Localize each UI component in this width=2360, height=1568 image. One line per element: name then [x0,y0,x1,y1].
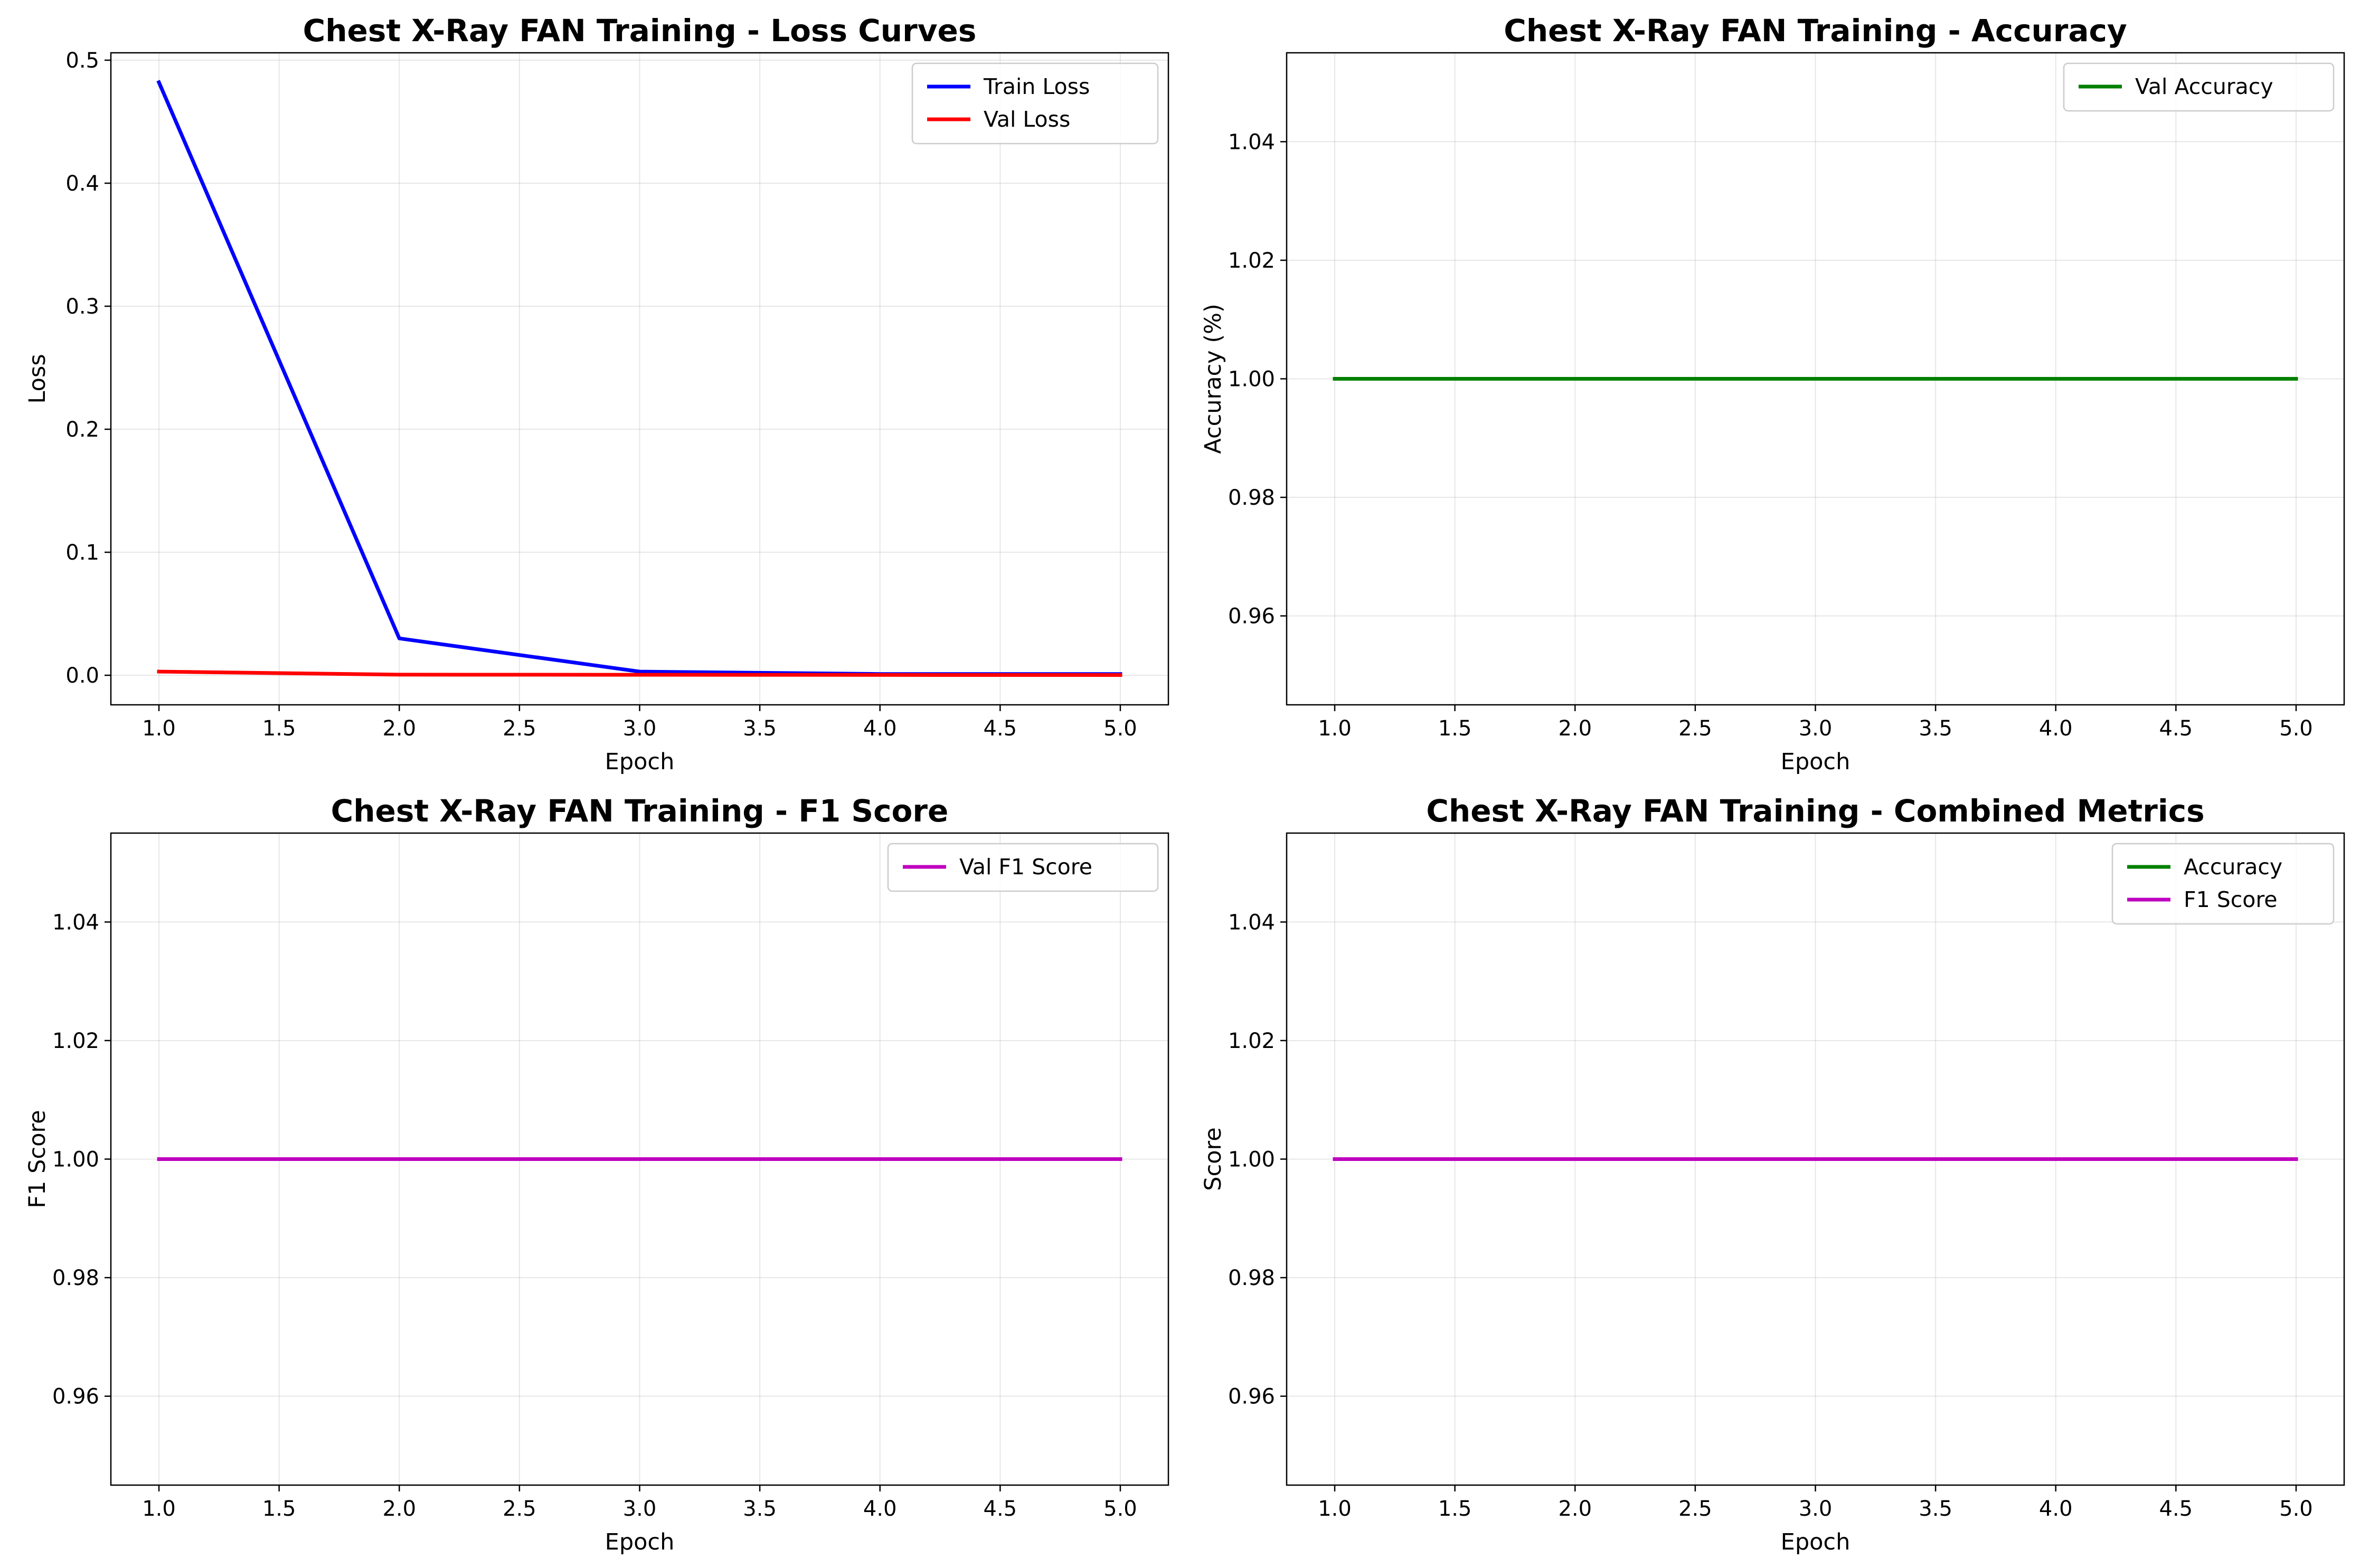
legend-box [2063,62,2335,112]
legend-box [911,62,1159,145]
x-tick-label: 1.5 [1438,1497,1472,1521]
y-axis-label: Accuracy (%) [1200,304,1226,454]
x-tick-label: 2.5 [503,716,536,741]
y-tick-label: 1.04 [1228,910,1275,934]
x-axis-label: Epoch [605,749,675,775]
x-tick-label: 4.5 [2159,1497,2193,1521]
legend-box [2111,843,2335,925]
y-tick-label: 1.00 [1228,367,1275,392]
series-line [157,669,1122,677]
x-tick-label: 5.0 [1103,716,1137,741]
legend-label: Accuracy [2184,854,2282,880]
y-tick-label: 0.96 [1228,1385,1275,1409]
x-tick-label: 5.0 [2279,1497,2313,1521]
x-tick-label: 5.0 [1103,1497,1137,1521]
y-tick-label: 1.04 [1228,130,1275,154]
y-tick-label: 0.5 [65,49,99,73]
legend-label: Val Accuracy [2135,74,2273,99]
y-tick-label: 1.02 [52,1029,99,1053]
x-tick-label: 3.0 [623,1497,657,1521]
x-tick-label: 2.5 [1678,1497,1712,1521]
y-tick-label: 0.2 [65,418,99,442]
x-tick-label: 4.5 [984,716,1017,741]
y-tick-label: 0.3 [65,295,99,319]
legend: Val Accuracy [2063,62,2335,112]
y-axis-label: Loss [24,354,51,403]
y-axis-label: F1 Score [24,1110,51,1208]
legend-label: Val F1 Score [959,854,1092,880]
chart-title: Chest X-Ray FAN Training - Accuracy [1504,13,2127,49]
y-tick-label: 0.0 [65,664,99,688]
x-tick-label: 4.5 [984,1497,1017,1521]
chart-title: Chest X-Ray FAN Training - Combined Metr… [1426,793,2204,829]
x-axis-label: Epoch [1781,749,1851,775]
x-tick-label: 3.0 [623,716,657,741]
x-axis-label: Epoch [605,1529,675,1555]
x-tick-label: 3.0 [1799,716,1833,741]
x-tick-label: 2.0 [1558,716,1592,741]
legend-label: Train Loss [983,74,1090,99]
y-tick-label: 0.96 [1228,604,1275,629]
x-tick-label: 3.5 [1919,716,1952,741]
y-tick-label: 1.00 [1228,1148,1275,1172]
x-tick-label: 4.5 [2159,716,2193,741]
y-tick-label: 0.98 [1228,1266,1275,1290]
y-tick-label: 0.98 [1228,486,1275,510]
y-tick-label: 0.96 [52,1385,99,1409]
chart-title: Chest X-Ray FAN Training - Loss Curves [303,13,977,49]
x-tick-label: 3.5 [743,716,777,741]
y-tick-label: 1.00 [52,1148,99,1172]
x-tick-label: 1.5 [262,716,296,741]
legend: Train Loss Val Loss [911,62,1159,145]
x-tick-label: 2.0 [382,1497,416,1521]
y-tick-label: 0.1 [65,541,99,565]
legend-box [887,843,1159,892]
x-tick-label: 1.0 [142,1497,176,1521]
x-tick-label: 2.5 [1678,716,1712,741]
x-tick-label: 3.5 [743,1497,777,1521]
y-tick-label: 1.02 [1228,1029,1275,1053]
x-tick-label: 1.0 [142,716,176,741]
x-tick-label: 4.0 [2039,1497,2073,1521]
x-tick-label: 3.5 [1919,1497,1952,1521]
y-tick-label: 1.04 [52,910,99,934]
y-tick-label: 0.98 [52,1266,99,1290]
x-tick-label: 1.5 [262,1497,296,1521]
chart-panel-2: 1.0 1.5 2.0 2.5 3.0 3.5 4.0 4.5 5.0 0.96 0.98 1.00 1… [1200,13,2345,775]
x-tick-label: 4.0 [2039,716,2073,741]
chart-panel-3: 1.0 1.5 2.0 2.5 3.0 3.5 4.0 4.5 5.0 0.96 0.98 1.00 1… [24,793,1169,1555]
chart-panel-1: 1.0 1.5 2.0 2.5 3.0 3.5 4.0 4.5 5.0 0.0 0.1 0.2 0.3 0… [24,13,1169,775]
chart-panel-4: 1.0 1.5 2.0 2.5 3.0 3.5 4.0 4.5 5.0 0.96 0.98 1.00 1… [1200,793,2345,1555]
legend-label: Val Loss [984,107,1070,132]
x-tick-label: 3.0 [1799,1497,1833,1521]
x-tick-label: 2.0 [382,716,416,741]
y-tick-label: 1.02 [1228,249,1275,273]
x-tick-label: 1.0 [1318,716,1352,741]
x-tick-label: 5.0 [2279,716,2313,741]
legend-label: F1 Score [2184,887,2278,912]
x-tick-label: 1.0 [1318,1497,1352,1521]
legend: Val F1 Score [887,843,1159,892]
x-tick-label: 4.0 [863,1497,897,1521]
x-tick-label: 1.5 [1438,716,1472,741]
y-tick-label: 0.4 [65,172,99,196]
chart-title: Chest X-Ray FAN Training - F1 Score [331,793,949,829]
x-tick-label: 2.5 [503,1497,536,1521]
x-tick-label: 2.0 [1558,1497,1592,1521]
y-axis-label: Score [1200,1127,1226,1191]
x-axis-label: Epoch [1781,1529,1851,1555]
legend: Accuracy F1 Score [2111,843,2335,925]
x-tick-label: 4.0 [863,716,897,741]
